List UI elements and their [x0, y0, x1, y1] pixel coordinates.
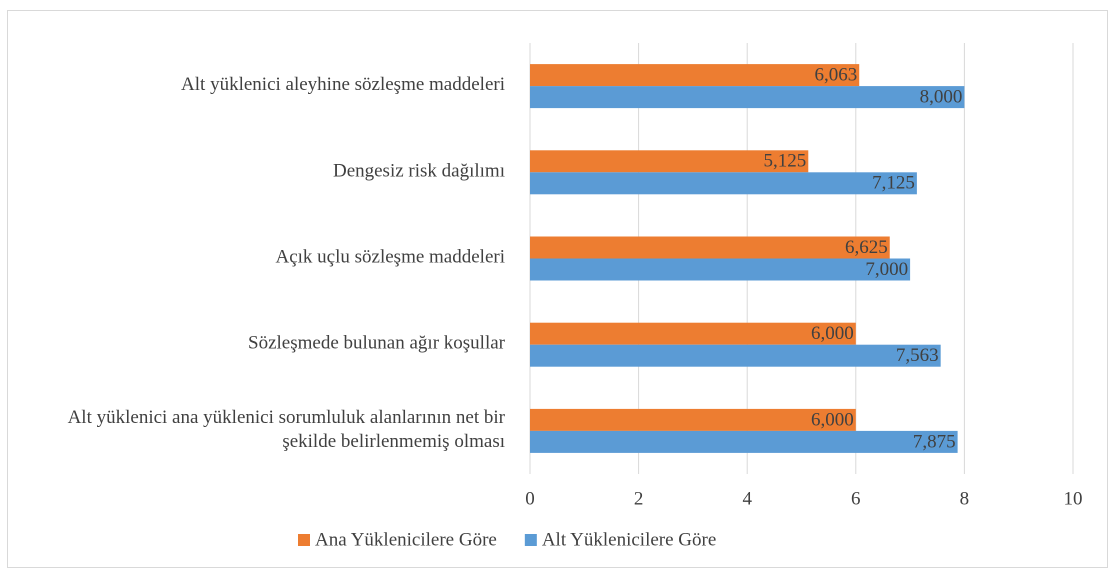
bar	[530, 430, 958, 453]
y-tick-label: Açık uçlu sözleşme maddeleri	[275, 247, 505, 268]
legend-label: Alt Yüklenicilere Göre	[542, 529, 716, 550]
y-tick-label: Alt yüklenici aleyhine sözleşme maddeler…	[181, 74, 505, 95]
bar	[530, 408, 856, 431]
data-label: 6,625	[845, 237, 888, 258]
y-tick-label: Sözleşmede bulunan ağır koşullar	[248, 333, 506, 354]
x-tick-label: 0	[525, 488, 535, 509]
data-label: 5,125	[764, 151, 807, 172]
bar	[530, 86, 965, 109]
data-label: 7,125	[872, 173, 915, 194]
bar	[530, 322, 856, 345]
x-tick-label: 8	[960, 488, 970, 509]
bar	[530, 64, 860, 87]
data-label: 6,000	[811, 409, 854, 430]
bar	[530, 150, 809, 173]
bar	[530, 344, 941, 367]
data-label: 8,000	[920, 86, 963, 107]
x-tick-label: 4	[742, 488, 752, 509]
bar	[530, 258, 911, 281]
data-label: 6,000	[811, 323, 854, 344]
bar	[530, 172, 917, 195]
data-label: 6,063	[814, 64, 857, 85]
x-tick-label: 6	[851, 488, 861, 509]
x-tick-label: 10	[1064, 488, 1083, 509]
legend-swatch	[524, 534, 537, 546]
x-tick-label: 2	[634, 488, 644, 509]
data-label: 7,875	[913, 431, 956, 452]
data-label: 7,000	[865, 259, 908, 280]
bar	[530, 236, 890, 259]
legend-swatch	[298, 534, 310, 546]
data-label: 7,563	[896, 345, 939, 366]
y-tick-label: Dengesiz risk dağılımı	[333, 161, 505, 182]
y-tick-label: Alt yüklenici ana yüklenici sorumluluk a…	[68, 407, 506, 452]
legend-label: Ana Yüklenicilere Göre	[315, 529, 497, 550]
